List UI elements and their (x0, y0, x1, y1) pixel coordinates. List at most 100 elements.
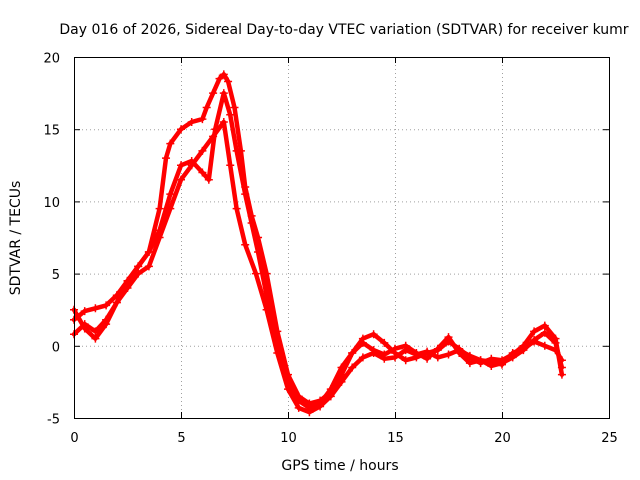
data-point (465, 351, 474, 360)
data-point (476, 356, 485, 365)
data-point (219, 89, 228, 98)
x-tick-label: 25 (601, 431, 618, 446)
data-point (91, 304, 100, 313)
data-point (254, 247, 263, 256)
y-tick-label: -5 (47, 413, 60, 428)
x-tick-label: 5 (177, 431, 185, 446)
data-point (358, 338, 367, 347)
y-tick-label: 5 (52, 268, 60, 283)
data-point (337, 363, 346, 372)
data-point (232, 146, 241, 155)
data-point (530, 337, 539, 346)
data-point (198, 115, 207, 124)
data-point (540, 341, 549, 350)
data-point (391, 344, 399, 353)
data-point (247, 219, 256, 228)
x-tick-label: 10 (280, 431, 297, 446)
data-point (423, 354, 432, 363)
data-point (209, 89, 218, 98)
data-point (348, 363, 357, 372)
data-point (465, 359, 474, 368)
data-point (401, 356, 410, 365)
data-point (519, 344, 528, 353)
data-point (144, 247, 153, 256)
axis-ticks: 0 5 10 15 20 25 -5 0 5 10 15 20 (43, 52, 617, 447)
data-point (241, 190, 250, 199)
data-point (401, 346, 410, 355)
x-tick-label: 15 (387, 431, 404, 446)
data-point (232, 204, 241, 213)
data-point (262, 305, 271, 314)
data-point (187, 117, 196, 126)
data-point (284, 385, 292, 394)
data-point (444, 350, 453, 359)
series-trace-c (70, 117, 566, 417)
data-point (557, 363, 566, 372)
data-point (224, 77, 233, 86)
data-point (177, 125, 185, 134)
data-point (155, 204, 164, 213)
data-point (102, 301, 111, 310)
data-point (487, 357, 496, 366)
x-tick-label: 20 (494, 431, 511, 446)
data-point (380, 354, 389, 363)
data-point (412, 350, 421, 359)
data-point (326, 392, 335, 401)
data-point (80, 320, 89, 329)
data-point (112, 298, 121, 307)
data-point (294, 403, 303, 412)
data-point (540, 321, 549, 330)
data-point (273, 349, 282, 358)
data-point (226, 110, 235, 119)
y-tick-label: 0 (52, 340, 60, 355)
data-point (433, 344, 442, 353)
data-point (162, 154, 171, 163)
data-point (498, 360, 506, 369)
data-point (241, 240, 250, 249)
data-point (219, 117, 228, 126)
x-tick-label: 0 (70, 431, 78, 446)
data-point (177, 161, 185, 170)
data-point (166, 204, 175, 213)
x-axis-label: GPS time / hours (281, 458, 398, 474)
data-point (226, 161, 235, 170)
y-tick-label: 20 (43, 52, 60, 67)
data-point (433, 353, 442, 362)
data-point (144, 262, 153, 271)
data-point (91, 327, 100, 336)
data-point (219, 70, 228, 79)
data-point (123, 284, 132, 293)
chart-title: Day 016 of 2026, Sidereal Day-to-day VTE… (59, 22, 628, 38)
data-point (316, 402, 325, 411)
data-point (177, 175, 185, 184)
data-point (91, 334, 100, 343)
data-point (551, 346, 560, 355)
data-point (455, 346, 464, 355)
data-point (369, 330, 378, 339)
y-tick-label: 15 (43, 124, 60, 139)
data-point (557, 370, 566, 379)
data-point (444, 333, 453, 342)
data-point (551, 338, 560, 347)
data-point (215, 74, 224, 83)
data-point (251, 269, 260, 278)
data-point (557, 356, 566, 365)
data-point (230, 103, 239, 112)
data-point (198, 168, 207, 177)
series-line (71, 72, 565, 406)
data-point (530, 327, 539, 336)
data-point (369, 349, 378, 358)
data-point (166, 190, 175, 199)
data-point (134, 262, 143, 271)
data-point (198, 146, 207, 155)
plot-frame (74, 57, 610, 419)
data-point (508, 349, 517, 358)
data-point (187, 161, 196, 170)
y-axis-label: SDTVAR / TECUs (8, 181, 24, 296)
data-point (391, 353, 399, 362)
data-point (305, 408, 314, 417)
data-point (358, 353, 367, 362)
data-point (134, 269, 143, 278)
data-point (209, 132, 218, 141)
